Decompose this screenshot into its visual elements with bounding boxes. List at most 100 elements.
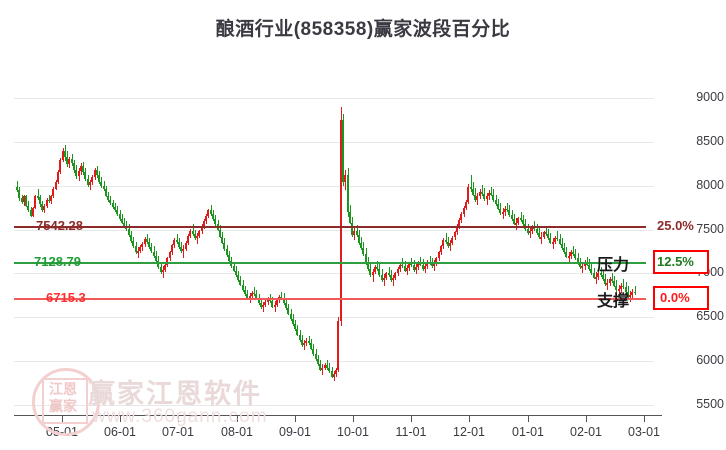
- candle-wick: [445, 233, 447, 244]
- candle-body: [469, 186, 472, 190]
- candle-body: [535, 228, 538, 234]
- candle-body: [353, 231, 356, 235]
- candle-body: [109, 199, 112, 204]
- candle-body: [173, 240, 176, 246]
- candle-body: [563, 248, 566, 253]
- x-tick-label: 03-01: [628, 425, 660, 439]
- candle-body: [576, 258, 579, 263]
- candle-body: [351, 222, 354, 235]
- candle-body: [613, 281, 616, 286]
- candle-body: [553, 237, 556, 242]
- x-tick-label: 09-01: [279, 425, 311, 439]
- candle-body: [604, 279, 607, 284]
- candle-wick: [356, 225, 358, 237]
- candle-body: [36, 196, 39, 198]
- candle-body: [145, 239, 148, 242]
- y-tick-label: 9000: [696, 90, 724, 104]
- candle-body: [225, 248, 228, 255]
- candle-body: [364, 254, 367, 263]
- candle-body: [633, 291, 636, 294]
- chart-title: 酿酒行业(858358)赢家波段百分比: [0, 14, 726, 41]
- watermark-seal-line2: 赢家: [49, 398, 77, 414]
- candle-body: [481, 192, 483, 194]
- candle-body: [271, 301, 274, 307]
- candle-body: [403, 266, 406, 271]
- candle-body: [629, 295, 632, 298]
- candle-body: [478, 192, 481, 197]
- candle-body: [72, 163, 75, 171]
- candle-body: [43, 206, 46, 211]
- candle-body: [157, 261, 160, 268]
- candle-body: [155, 255, 158, 262]
- candle-body: [421, 264, 424, 269]
- candle-body: [442, 240, 445, 247]
- candle-wick: [586, 256, 588, 267]
- gridline: [14, 142, 654, 143]
- candle-body: [180, 247, 183, 252]
- candle-body: [264, 302, 267, 305]
- candle-body: [54, 182, 57, 189]
- gridline: [14, 230, 654, 231]
- candle-body: [335, 369, 338, 374]
- x-tick-mark: [644, 415, 645, 422]
- candle-body: [104, 189, 107, 196]
- x-tick-label: 07-01: [162, 425, 194, 439]
- candle-body: [88, 182, 91, 186]
- candle-body: [298, 334, 301, 340]
- candle-body: [467, 186, 470, 202]
- percent-25-label: 25.0%: [657, 218, 694, 233]
- candle-body: [547, 234, 550, 239]
- candle-body: [465, 201, 468, 208]
- candle-wick: [372, 268, 374, 283]
- candle-body: [212, 213, 215, 220]
- candle-body: [186, 235, 189, 243]
- candle-body: [316, 359, 319, 365]
- candle-body: [396, 268, 399, 274]
- candle-wick: [37, 189, 39, 200]
- candle-body: [510, 214, 513, 220]
- percent-0-label: 0.0%: [660, 290, 690, 305]
- candle-body: [490, 192, 493, 195]
- candle-body: [387, 273, 390, 276]
- candle-body: [68, 158, 71, 165]
- candle-body: [326, 365, 328, 368]
- candle-body: [424, 266, 426, 269]
- candle-body: [307, 340, 310, 344]
- candle-wick: [308, 336, 310, 346]
- x-tick-mark: [120, 415, 121, 422]
- candle-body: [257, 298, 260, 304]
- candle-body: [31, 207, 34, 216]
- candle-body: [565, 252, 568, 257]
- candle-body: [620, 285, 623, 290]
- y-tick-label: 6500: [696, 309, 724, 323]
- x-axis-line: [14, 415, 662, 416]
- candle-body: [63, 150, 66, 158]
- candle-body: [458, 220, 461, 227]
- candle-body: [79, 165, 82, 172]
- candle-body: [164, 264, 167, 270]
- candle-wick: [534, 220, 536, 231]
- candle-body: [558, 239, 561, 244]
- x-tick-mark: [295, 415, 296, 422]
- candle-body: [433, 263, 436, 267]
- candle-body: [282, 297, 285, 304]
- candle-body: [214, 219, 217, 225]
- candle-body: [189, 230, 192, 236]
- candle-body: [357, 234, 360, 243]
- candle-wick: [192, 224, 194, 236]
- candle-body: [289, 313, 292, 319]
- candle-body: [560, 243, 563, 248]
- candle-wick: [176, 234, 178, 244]
- candle-body: [597, 273, 600, 277]
- candle-body: [98, 175, 101, 182]
- candle-body: [485, 196, 488, 200]
- candle-body: [177, 241, 180, 248]
- candle-body: [572, 252, 575, 255]
- candle-body: [592, 273, 595, 278]
- candle-body: [451, 237, 454, 243]
- candle-body: [556, 237, 559, 240]
- gridline: [14, 405, 654, 406]
- y-tick-label: 8000: [696, 178, 724, 192]
- candle-body: [499, 208, 502, 214]
- candle-body: [567, 255, 570, 258]
